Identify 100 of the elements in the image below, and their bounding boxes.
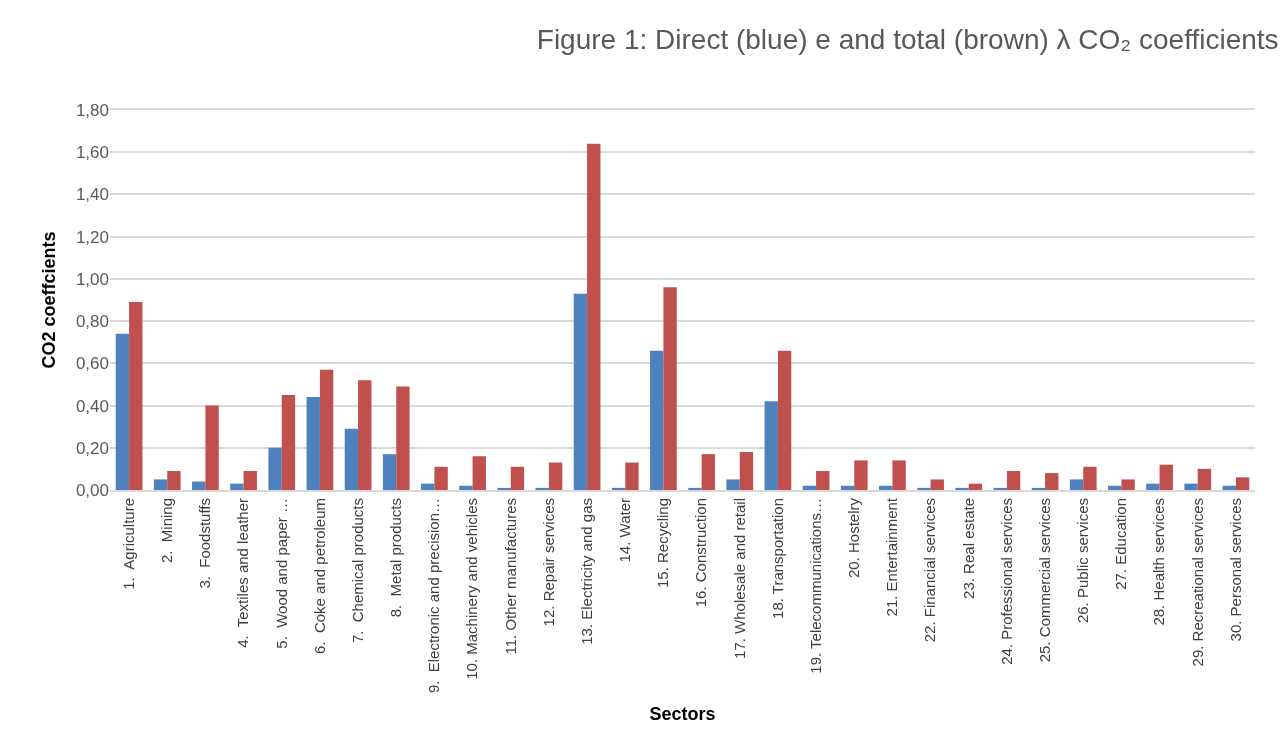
bar xyxy=(1235,477,1250,490)
y-tick-label: 0,60 xyxy=(75,354,109,374)
bar xyxy=(1146,483,1160,490)
bar xyxy=(497,487,511,490)
bar xyxy=(688,487,702,490)
bar xyxy=(548,462,563,490)
chart-title: Figure 1: Direct (blue) e and total (brown) λ CO₂ coefficients xyxy=(536,23,1279,55)
bar xyxy=(192,481,206,490)
bar xyxy=(993,487,1007,490)
y-tick-label: 0,80 xyxy=(75,312,109,332)
bar xyxy=(510,466,525,490)
y-tick-label: 0,40 xyxy=(75,396,109,416)
bar xyxy=(625,462,639,490)
bar xyxy=(230,483,244,490)
bar xyxy=(1222,485,1236,490)
x-tick-label: 11. Other manufactures xyxy=(501,498,519,655)
x-tick-label: 18. Transportation xyxy=(768,498,786,619)
x-tick-label: 25. Commercial services xyxy=(1035,498,1053,663)
bar xyxy=(1184,483,1198,490)
bar xyxy=(153,479,168,490)
bar xyxy=(1069,479,1084,490)
x-tick-label: 9. Electronic and precision… xyxy=(425,498,443,694)
bar xyxy=(1031,487,1046,490)
bar xyxy=(611,487,626,490)
bar xyxy=(268,447,282,490)
x-tick-label: 20. Hostelry xyxy=(845,497,863,579)
bar xyxy=(115,333,130,490)
bar xyxy=(535,487,549,490)
x-tick-label: 5. Wood and paper … xyxy=(272,498,290,649)
bar xyxy=(306,397,320,490)
x-tick-label: 16. Construction xyxy=(692,498,710,608)
bar xyxy=(701,454,715,490)
x-tick-label: 29. Recreational services xyxy=(1188,498,1206,667)
bar xyxy=(1197,468,1212,490)
x-tick-label: 19. Telecommunications… xyxy=(806,498,824,674)
x-tick-label: 10. Machinery and vehicles xyxy=(463,498,481,680)
x-tick-label: 3. Foodstuffs xyxy=(196,498,214,589)
bar xyxy=(892,460,906,490)
x-tick-label: 22. Financial services xyxy=(921,498,939,643)
bar xyxy=(764,401,778,490)
bar xyxy=(816,471,830,490)
y-tick-label: 1,00 xyxy=(75,269,109,289)
bar xyxy=(1083,466,1097,490)
bar xyxy=(344,428,359,490)
y-tick-label: 1,80 xyxy=(75,100,109,120)
x-tick-label: 21. Entertainment xyxy=(883,497,901,617)
x-tick-label: 30. Personal services xyxy=(1226,498,1244,642)
x-tick-label: 28. Health services xyxy=(1150,498,1168,626)
bar xyxy=(739,452,754,490)
bar xyxy=(879,485,893,490)
bar xyxy=(319,369,334,490)
bar xyxy=(167,471,181,490)
bar xyxy=(802,485,817,490)
bar xyxy=(1121,479,1135,490)
bar xyxy=(1159,464,1173,490)
x-tick-label: 1. Agriculture xyxy=(119,498,137,590)
x-tick-label: 6. Coke and petroleum xyxy=(310,498,328,654)
x-tick-label: 14. Water xyxy=(616,498,634,563)
bar xyxy=(663,287,677,490)
bar xyxy=(281,395,296,490)
bar xyxy=(1108,485,1122,490)
x-tick-label: 8. Metal products xyxy=(387,498,405,618)
x-tick-label: 26. Public services xyxy=(1074,498,1092,624)
bar xyxy=(650,350,664,490)
x-tick-label: 12. Repair services xyxy=(539,498,557,627)
x-tick-label: 2. Mining xyxy=(158,498,176,564)
x-tick-label: 7. Chemical products xyxy=(348,498,366,644)
bar xyxy=(1045,473,1059,490)
bar xyxy=(421,483,435,490)
bar xyxy=(930,479,944,490)
x-axis-title: Sectors xyxy=(649,703,716,724)
bar xyxy=(459,485,473,490)
bar xyxy=(382,454,397,490)
bar xyxy=(917,487,931,490)
bar xyxy=(129,302,143,490)
bar xyxy=(573,293,588,490)
y-tick-label: 0,00 xyxy=(75,480,109,500)
x-tick-label: 13. Electricity and gas xyxy=(577,498,595,645)
x-tick-label: 4. Textiles and leather xyxy=(234,498,252,648)
x-tick-label: 15. Recycling xyxy=(654,498,672,589)
bar xyxy=(955,487,969,490)
y-axis-title: CO2 coeffcients xyxy=(39,231,60,369)
bar xyxy=(726,479,740,490)
bar xyxy=(854,460,868,490)
bar xyxy=(472,456,486,490)
x-tick-label: 27. Education xyxy=(1112,498,1130,590)
bar xyxy=(968,483,983,490)
x-tick-label: 17. Wholesale and retail xyxy=(730,498,748,659)
bar xyxy=(1006,471,1021,490)
bar xyxy=(396,386,410,490)
y-tick-label: 1,40 xyxy=(75,185,109,205)
y-tick-label: 1,20 xyxy=(75,227,109,247)
bar xyxy=(205,405,219,490)
x-tick-label: 24. Professional services xyxy=(997,498,1015,665)
bar xyxy=(243,471,257,490)
bar xyxy=(358,380,372,490)
bar xyxy=(840,485,855,490)
y-tick-label: 1,60 xyxy=(75,143,109,163)
bar xyxy=(587,143,601,490)
bar xyxy=(434,466,448,490)
